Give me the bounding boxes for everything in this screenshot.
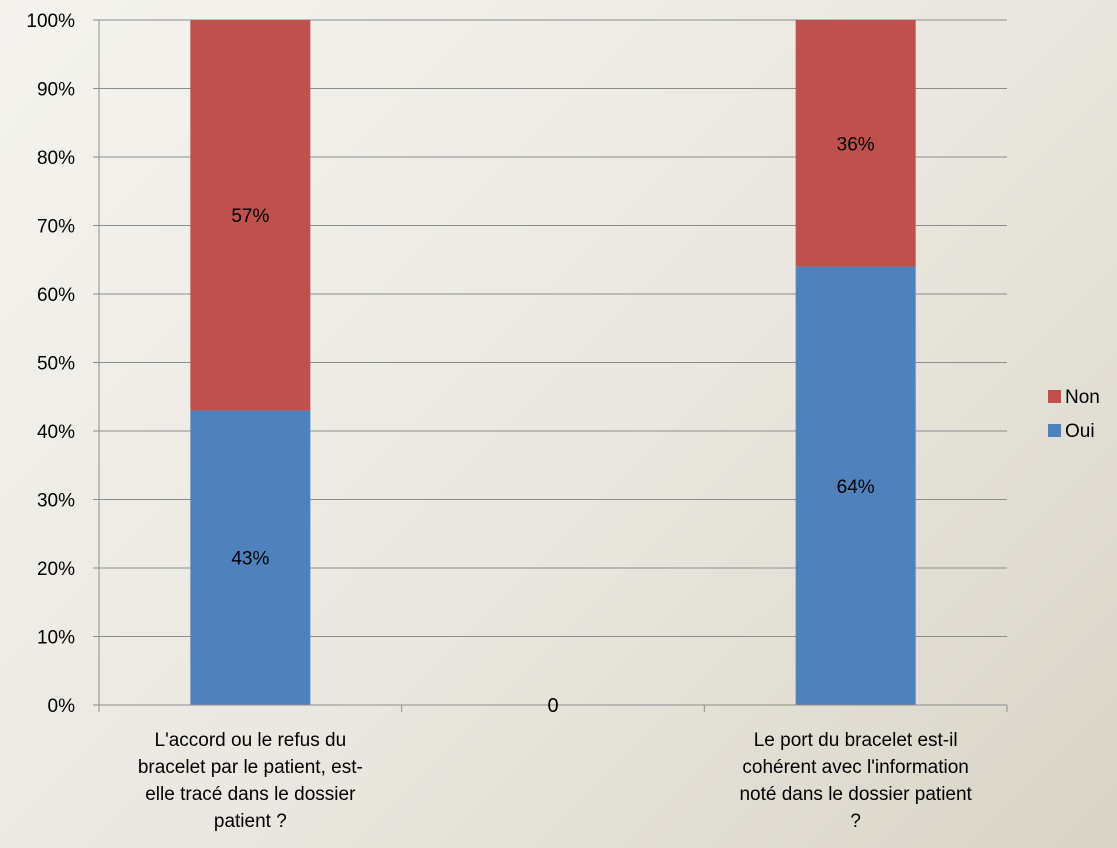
legend-label-non: Non [1065,387,1100,408]
bars [190,20,916,705]
data-label: 64% [837,477,875,498]
y-tick-label: 90% [37,80,75,101]
x-category-label: Le port du bracelet est-il cohérent avec … [706,727,1006,835]
bar-non-2 [795,20,916,267]
y-tick-label: 50% [37,354,75,375]
data-label: 57% [231,206,269,227]
x-category-label-line: patient ? [213,811,287,832]
y-tick-label: 70% [37,217,75,238]
x-category-label-line: bracelet par le patient, est- [137,757,363,778]
legend: Non Oui [1048,387,1100,442]
legend-swatch-oui [1048,424,1061,437]
x-category-label-line: ? [850,811,861,832]
data-labels: 43% 57% 64% 36% [231,134,874,569]
y-tick-label: 0% [48,696,76,717]
x-category-label-line: noté dans le dossier patient [739,784,972,805]
data-label: 43% [231,549,269,570]
x-category-label-line: elle tracé dans le dossier [145,784,356,805]
legend-swatch-non [1048,390,1061,403]
y-tick-label: 100% [26,11,75,32]
x-category-label-line: cohérent avec l'information [742,757,969,778]
data-label: 36% [837,134,875,155]
y-tick-label: 60% [37,285,75,306]
bar-non-0 [190,20,311,411]
x-category-label-line: 0 [547,695,559,717]
y-axis-ticks: 0% 10% 20% 30% 40% 50% 60% 70% 80% 90% 100% [26,11,99,717]
x-category-label-line: Le port du bracelet est-il [753,730,958,751]
y-tick-label: 20% [37,559,75,580]
y-tick-label: 10% [37,628,75,649]
y-tick-label: 80% [37,148,75,169]
x-category-label: 0 [403,693,703,720]
x-category-label: L'accord ou le refus du bracelet par le p… [100,727,400,835]
bar-oui-2 [795,266,916,705]
x-category-label-line: L'accord ou le refus du [154,730,347,751]
y-tick-label: 30% [37,491,75,512]
bar-oui-0 [190,410,311,705]
y-tick-label: 40% [37,422,75,443]
legend-label-oui: Oui [1065,421,1095,442]
